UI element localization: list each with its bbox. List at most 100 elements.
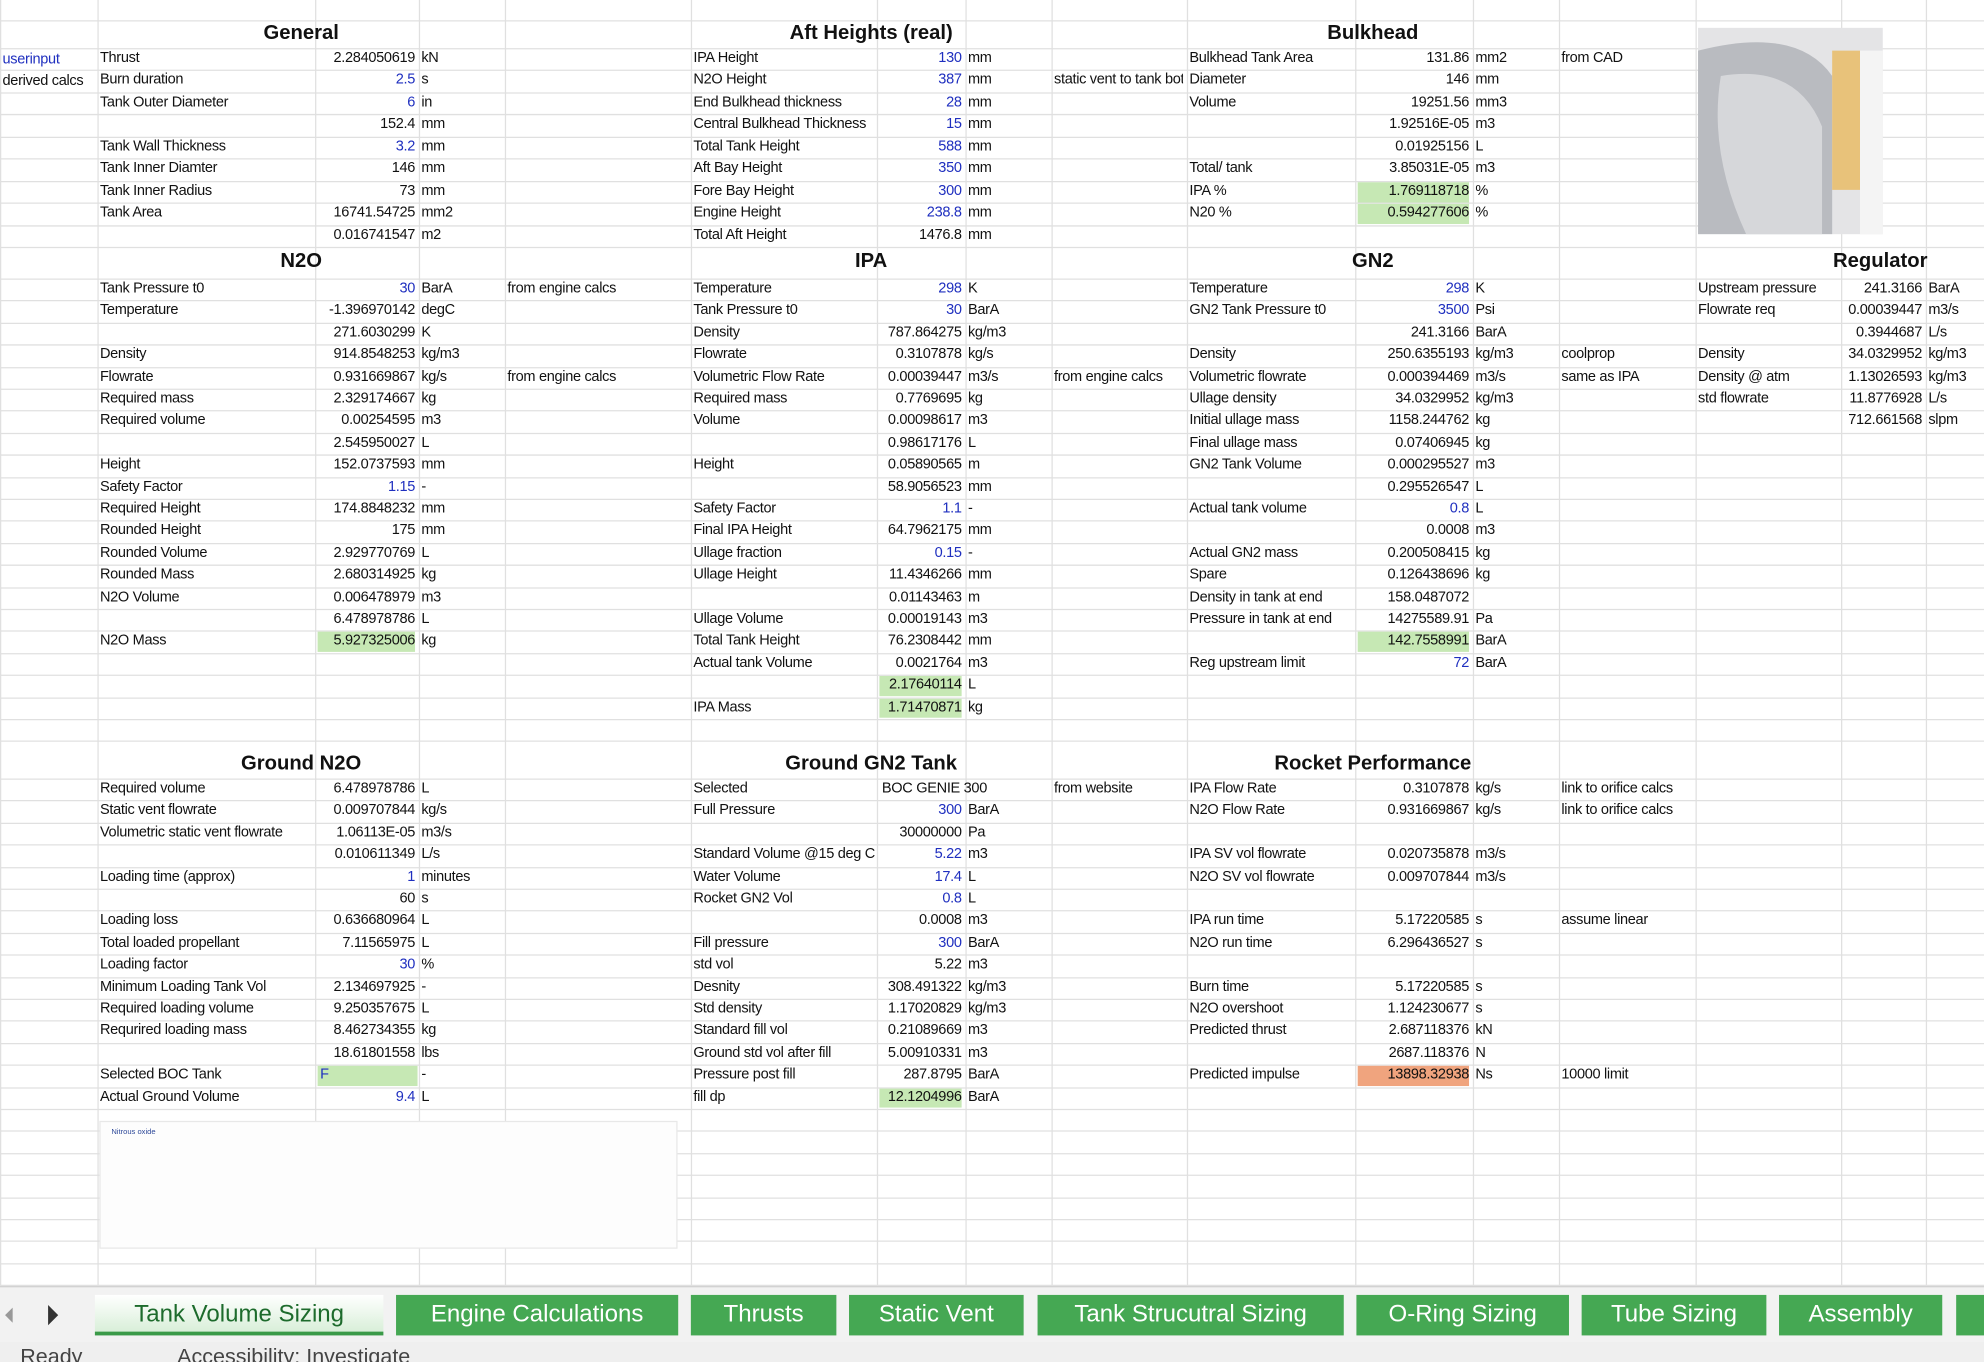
cell-label: Requrired loading mass [99,1023,247,1039]
cell-unit: lbs [421,1045,440,1061]
cell-unit: L [421,545,430,561]
cell-unit: mm3 [1475,94,1507,110]
cell-value: 19251.56 [1410,94,1470,110]
cell-value: 914.8548253 [333,347,416,363]
cell-value: 58.9056523 [887,479,962,495]
cad-wall [1860,50,1883,235]
sheet-tab[interactable]: Tube Sizing [1581,1294,1767,1336]
cell-value: 712.661568 [1848,413,1923,429]
sheet-tab[interactable]: Engine Calculations [396,1294,679,1336]
cell-label: Upstream pressure [1698,281,1817,297]
cell-label: Density in tank at end [1189,589,1323,605]
cell-note: from website [1054,780,1133,797]
cell-label: Rounded Height [99,523,201,539]
sheet-tab[interactable]: Tank Volume Sizing [94,1294,384,1336]
cell-unit: kg [1475,435,1491,451]
cell-unit: kg/m3 [421,347,460,363]
prev-sheet[interactable] [5,1307,13,1323]
cell-value: 308.491322 [887,979,962,995]
cell-value: 3500 [1437,303,1470,319]
cell-unit: L [967,891,976,907]
sheet-tab-more[interactable] [1956,1294,1984,1336]
cell-label: Aft Bay Height [693,161,782,177]
cell-unit: K [967,281,978,297]
cell-label: Required Height [99,501,201,517]
section-title: Ground GN2 Tank [785,753,958,775]
cell-note: coolprop [1561,347,1615,363]
cell-label: N20 % [1189,205,1232,221]
cell-unit: - [421,1067,426,1083]
cell-unit: N [1475,1045,1486,1061]
cell-value: 0.126438696 [1387,567,1470,583]
sheet-tab[interactable]: Assembly [1779,1294,1943,1336]
section-title: Regulator [1832,250,1928,273]
cell-note: same as IPA [1561,369,1640,385]
cell-value: 0.020735878 [1387,847,1470,863]
cell-value: 2.5 [395,72,416,88]
cell-label: GN2 Tank Volume [1189,457,1302,473]
cell-unit: s [421,891,429,907]
cell-label: Ground std vol after fill [693,1045,832,1061]
cell-value: 15 [946,116,962,133]
cell-value: 1158.244762 [1388,413,1470,429]
sheet-tab[interactable]: Static Vent [849,1294,1024,1336]
cell-unit: kg/m3 [1475,391,1514,407]
cell-value: 0.00039447 [887,369,962,385]
sheet-tab[interactable]: Tank Strucutral Sizing [1037,1294,1344,1336]
cell-value: 12.1204996 [879,1088,962,1109]
cell-unit: L [421,435,430,451]
status-accessibility[interactable]: Accessibility: Investigate [177,1344,411,1362]
cell-unit: m3 [1475,161,1495,177]
sheet-tab[interactable]: Thrusts [690,1294,837,1336]
cell-unit: m2 [421,227,441,243]
cell-value: 72 [1453,655,1470,671]
cell-unit: L [1475,479,1484,495]
cell-value: 2.929770769 [333,545,416,561]
cell-unit: L [421,935,430,951]
cell-unit: m3 [967,1045,988,1061]
cell-unit: BarA [1475,655,1507,671]
cell-value: 0.016741547 [333,227,416,243]
cell-value: 350 [938,161,962,177]
cell-value: 300 [938,803,962,819]
cell-label: Safety Factor [693,501,776,517]
cell-label: N2O SV vol flowrate [1189,869,1315,885]
cell-unit: m3 [1475,523,1495,539]
next-sheet[interactable] [48,1305,59,1326]
status-ready: Ready [20,1344,83,1362]
cell-unit: BarA [967,803,1000,819]
cell-unit: L [421,1001,430,1017]
cell-value: 0.009707844 [333,803,416,819]
section-title: Ground N2O [240,753,362,775]
cell-value: 28 [946,94,962,110]
sheet-tab[interactable]: O-Ring Sizing [1356,1294,1569,1336]
cell-label: Fill pressure [693,935,769,951]
cell-value: 300 [938,935,962,951]
cell-label: Actual tank Volume [693,655,813,671]
status-bar: Ready Accessibility: Investigate [0,1341,1984,1362]
cell-unit: kg/s [967,347,994,363]
cell-label: Total Tank Height [693,138,800,155]
cell-value: 30 [399,281,416,297]
cell-unit: s [421,72,429,88]
cell-value: 30000000 [899,825,962,841]
cell-label: Temperature [99,303,179,319]
cell-note: link to orifice calcs [1561,803,1673,819]
cell-note: assume linear [1561,913,1648,929]
cell-label: Tank Wall Thickness [99,138,226,155]
image-frame [99,1120,678,1249]
cell-note: link to orifice calcs [1561,780,1673,797]
cell-unit: BarA [967,1089,1000,1105]
cell-unit: Pa [1475,611,1493,627]
cell-unit: BarA [421,281,453,297]
section-title: Bulkhead [1327,22,1419,45]
cell-unit: mm [421,501,445,517]
cell-value: 0.05890565 [887,457,962,473]
cell-value: 250.6355193 [1387,347,1470,363]
cell-unit: m3 [421,589,441,605]
cell-value: 30 [399,957,416,973]
cell-unit: s [1475,913,1483,929]
grid: Nitrous oxide [0,0,1984,1287]
cell-label: GN2 Tank Pressure t0 [1189,303,1326,319]
cell-value: 0.00098617 [887,413,962,429]
